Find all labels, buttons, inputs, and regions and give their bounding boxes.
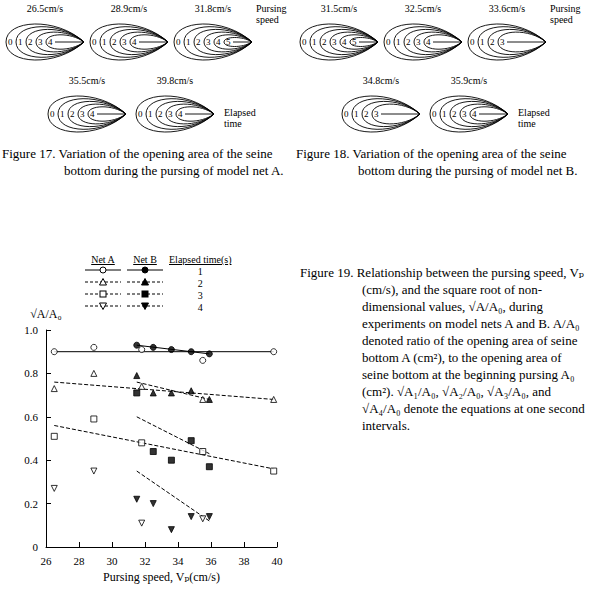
svg-text:2: 2 <box>112 37 117 47</box>
svg-text:28.9cm/s: 28.9cm/s <box>111 3 147 14</box>
svg-text:0: 0 <box>470 37 475 47</box>
svg-text:1: 1 <box>186 37 191 47</box>
svg-text:31.8cm/s: 31.8cm/s <box>195 3 231 14</box>
svg-text:33.6cm/s: 33.6cm/s <box>489 3 525 14</box>
html-text:4: 4 <box>197 301 203 313</box>
svg-text:4: 4 <box>132 37 137 47</box>
svg-text:2: 2 <box>406 37 411 47</box>
svg-text:4: 4 <box>426 37 431 47</box>
svg-text:3: 3 <box>500 37 505 47</box>
svg-text:2: 2 <box>70 109 75 119</box>
svg-text:0: 0 <box>50 109 55 119</box>
svg-text:0: 0 <box>302 37 307 47</box>
svg-text:0: 0 <box>176 37 181 47</box>
svg-text:35.9cm/s: 35.9cm/s <box>451 75 487 86</box>
svg-text:time: time <box>224 118 242 129</box>
svg-text:1: 1 <box>148 109 153 119</box>
svg-text:time: time <box>518 118 536 129</box>
svg-text:Pursing speed, Vₚ(cm/s): Pursing speed, Vₚ(cm/s) <box>103 570 220 584</box>
svg-text:speed: speed <box>550 14 573 25</box>
svg-text:1: 1 <box>60 109 65 119</box>
svg-text:1: 1 <box>354 109 359 119</box>
svg-text:34.8cm/s: 34.8cm/s <box>363 75 399 86</box>
html-text:Figure 17. Variation of the op: Figure 17. Variation of the opening area… <box>2 146 284 178</box>
svg-text:0: 0 <box>33 541 39 553</box>
svg-text:26.5cm/s: 26.5cm/s <box>27 3 63 14</box>
svg-text:1: 1 <box>396 37 401 47</box>
svg-text:28: 28 <box>74 555 86 567</box>
svg-text:0: 0 <box>432 109 437 119</box>
svg-text:1: 1 <box>480 37 485 47</box>
svg-text:2: 2 <box>196 37 201 47</box>
svg-text:0.8: 0.8 <box>24 367 38 379</box>
svg-text:3: 3 <box>206 37 211 47</box>
html-text:1: 1 <box>197 265 203 277</box>
svg-text:2: 2 <box>452 109 457 119</box>
svg-text:2: 2 <box>28 37 33 47</box>
svg-text:0: 0 <box>8 37 13 47</box>
svg-text:31.5cm/s: 31.5cm/s <box>321 3 357 14</box>
svg-text:√A/A₀: √A/A₀ <box>30 307 61 321</box>
svg-text:3: 3 <box>462 109 467 119</box>
svg-text:34: 34 <box>173 555 185 567</box>
svg-text:4: 4 <box>178 109 183 119</box>
svg-text:3: 3 <box>332 37 337 47</box>
html-text:2: 2 <box>197 277 203 289</box>
svg-text:4: 4 <box>48 37 53 47</box>
svg-text:1.0: 1.0 <box>24 324 38 336</box>
svg-text:Pursing: Pursing <box>550 3 581 14</box>
svg-text:4: 4 <box>90 109 95 119</box>
html-text:Elapsed time(s): Elapsed time(s) <box>169 254 232 265</box>
html-text:3: 3 <box>197 289 203 301</box>
svg-text:0: 0 <box>92 37 97 47</box>
svg-text:3: 3 <box>80 109 85 119</box>
svg-text:0: 0 <box>344 109 349 119</box>
svg-text:Elapsed: Elapsed <box>518 107 550 118</box>
svg-text:Elapsed: Elapsed <box>224 107 256 118</box>
html-text:Net B: Net B <box>133 254 157 265</box>
svg-text:2: 2 <box>322 37 327 47</box>
svg-text:4: 4 <box>216 37 221 47</box>
svg-text:35.5cm/s: 35.5cm/s <box>69 75 105 86</box>
svg-text:3: 3 <box>38 37 43 47</box>
svg-text:0: 0 <box>138 109 143 119</box>
svg-text:40: 40 <box>272 555 284 567</box>
svg-text:0: 0 <box>386 37 391 47</box>
svg-text:38: 38 <box>239 555 251 567</box>
svg-text:4: 4 <box>472 109 477 119</box>
svg-text:39.8cm/s: 39.8cm/s <box>157 75 193 86</box>
svg-text:4: 4 <box>342 37 347 47</box>
html-text:Figure 19. Relationship betwee: Figure 19. Relationship between the purs… <box>300 265 585 433</box>
svg-text:0.6: 0.6 <box>24 411 38 423</box>
html-text:Net A: Net A <box>91 254 115 265</box>
svg-text:0.2: 0.2 <box>24 498 38 510</box>
svg-text:speed: speed <box>256 14 279 25</box>
svg-text:26: 26 <box>41 555 53 567</box>
svg-text:2: 2 <box>490 37 495 47</box>
svg-text:32.5cm/s: 32.5cm/s <box>405 3 441 14</box>
svg-text:3: 3 <box>122 37 127 47</box>
svg-text:5: 5 <box>226 37 231 47</box>
svg-text:3: 3 <box>374 109 379 119</box>
svg-text:30: 30 <box>107 555 119 567</box>
svg-text:2: 2 <box>158 109 163 119</box>
svg-text:Pursing: Pursing <box>256 3 287 14</box>
svg-text:1: 1 <box>102 37 107 47</box>
svg-text:2: 2 <box>364 109 369 119</box>
svg-text:1: 1 <box>442 109 447 119</box>
svg-text:0.4: 0.4 <box>24 454 38 466</box>
html-text:Figure 18. Variation of the op: Figure 18. Variation of the opening area… <box>296 146 578 178</box>
svg-text:36: 36 <box>206 555 218 567</box>
svg-text:3: 3 <box>168 109 173 119</box>
svg-text:32: 32 <box>140 555 151 567</box>
svg-text:3: 3 <box>416 37 421 47</box>
svg-text:1: 1 <box>18 37 23 47</box>
svg-text:1: 1 <box>312 37 317 47</box>
svg-text:5: 5 <box>352 37 357 47</box>
